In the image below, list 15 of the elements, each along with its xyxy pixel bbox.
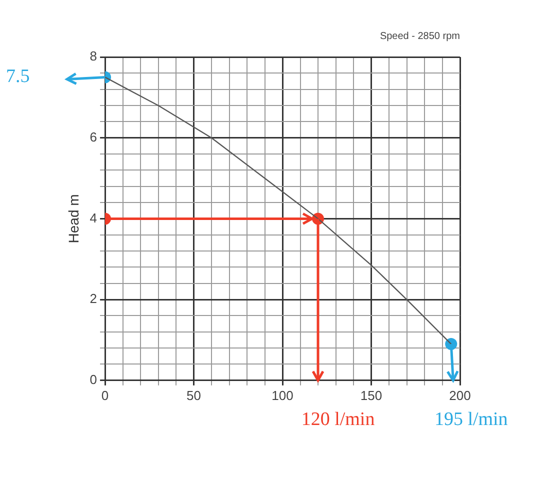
y-tick-label: 8: [90, 48, 98, 64]
y-tick-label: 6: [90, 129, 98, 144]
x-tick-label: 150: [360, 388, 382, 403]
text: 120 l/min: [301, 408, 376, 430]
text: 195 l/min: [434, 408, 508, 430]
y-axis-title: Head m: [65, 194, 82, 244]
text: 7.5: [6, 66, 30, 88]
y-tick-label: 0: [90, 372, 98, 387]
x-tick-label: 50: [186, 388, 202, 403]
x-tick-label: 200: [449, 388, 471, 403]
x-tick-label: 100: [272, 388, 294, 403]
y-tick-label: 2: [90, 291, 98, 306]
chart-title: Speed - 2850 rpm: [380, 30, 460, 42]
x-tick-label: 0: [101, 388, 109, 403]
y-tick-label: 4: [90, 210, 98, 226]
